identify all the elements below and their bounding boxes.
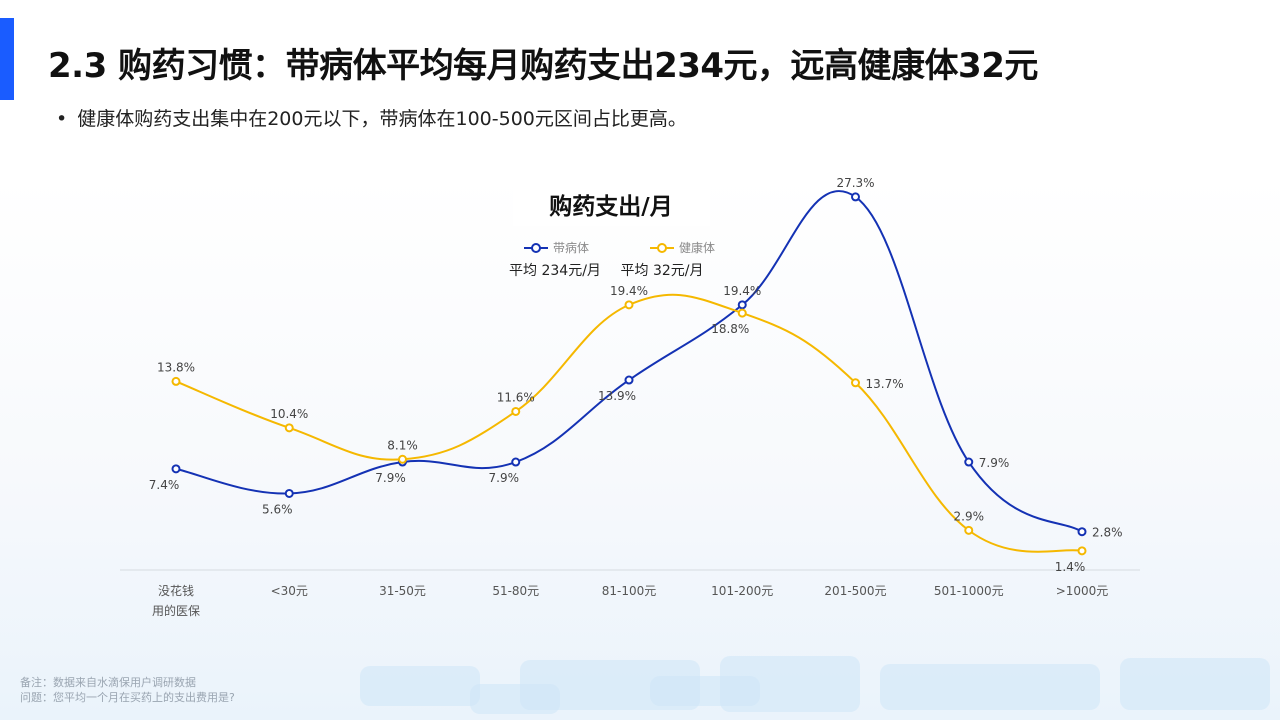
data-label-sick: 5.6% [262, 502, 293, 516]
background-decoration [1120, 658, 1270, 710]
legend-label-sick: 带病体 [553, 240, 589, 255]
data-point-healthy [964, 525, 974, 535]
legend-healthy: 健康体 [650, 240, 715, 255]
data-point-sick [624, 375, 634, 385]
x-tick-label: 用的医保 [152, 603, 200, 618]
data-point-healthy [851, 378, 860, 388]
x-tick-label: 81-100元 [602, 584, 657, 598]
x-tick-label: >1000元 [1056, 584, 1109, 598]
series-line-sick [175, 190, 1083, 533]
legend-sick: 带病体 [524, 240, 589, 255]
data-label-sick: 7.9% [375, 471, 406, 485]
data-label-sick: 27.3% [836, 176, 874, 190]
data-point-healthy [737, 308, 747, 318]
x-tick-label: 31-50元 [379, 584, 426, 598]
footer-source-note: 备注：数据来自水滴保用户调研数据 [20, 676, 196, 689]
data-point-sick [171, 464, 181, 474]
data-point-sick [511, 457, 521, 467]
data-point-healthy [1077, 546, 1087, 556]
chart-title-box [513, 186, 710, 226]
background-decoration [360, 666, 480, 706]
data-label-healthy: 1.4% [1055, 560, 1086, 574]
data-label-healthy: 13.8% [157, 360, 195, 374]
data-point-healthy [511, 406, 521, 416]
data-point-sick [1077, 527, 1087, 537]
data-point-sick [284, 488, 294, 498]
x-tick-label: 501-1000元 [934, 584, 1004, 598]
accent-bar [0, 18, 14, 100]
x-tick-label: 51-80元 [492, 584, 539, 598]
data-label-sick: 7.9% [489, 471, 520, 485]
data-label-sick: 2.8% [1092, 526, 1123, 540]
background-decoration [650, 676, 760, 706]
avg-label-sick: 平均 234元/月 [509, 263, 601, 279]
data-point-sick [964, 457, 974, 467]
data-point-healthy [624, 300, 634, 310]
data-label-sick: 7.9% [979, 456, 1010, 470]
series-line-healthy [175, 293, 1083, 553]
data-label-healthy: 10.4% [270, 407, 308, 421]
bullet-text: 健康体购药支出集中在200元以下，带病体在100-500元区间占比更高。 [77, 108, 687, 130]
bullet-dot-icon: • [56, 108, 68, 130]
x-tick-label: 201-500元 [824, 584, 886, 598]
x-tick-label: 101-200元 [711, 584, 773, 598]
x-tick-label: 没花钱 [158, 583, 194, 598]
page-title: 2.3 购药习惯：带病体平均每月购药支出234元，远高健康体32元 [48, 46, 1038, 86]
data-point-sick [737, 300, 747, 310]
data-label-healthy: 11.6% [497, 390, 535, 404]
bullet-point: • 健康体购药支出集中在200元以下，带病体在100-500元区间占比更高。 [56, 104, 687, 131]
background-decoration [880, 664, 1100, 710]
data-label-healthy: 18.8% [711, 322, 749, 336]
data-point-healthy [171, 376, 181, 386]
data-label-sick: 19.4% [723, 284, 761, 298]
chart-title: 购药支出/月 [549, 194, 672, 220]
data-label-healthy: 2.9% [954, 509, 985, 523]
chart-panel [0, 178, 1280, 720]
data-label-sick: 7.4% [149, 478, 180, 492]
footer-notes: 备注：数据来自水滴保用户调研数据 问题：您平均一个月在买药上的支出费用是? [20, 675, 235, 705]
data-label-healthy: 19.4% [610, 284, 648, 298]
background-decoration [470, 684, 560, 714]
data-label-healthy: 13.7% [866, 377, 904, 391]
data-label-healthy: 8.1% [387, 438, 418, 452]
data-label-sick: 13.9% [598, 389, 636, 403]
avg-label-healthy: 平均 32元/月 [621, 263, 704, 279]
x-tick-label: <30元 [271, 584, 308, 598]
data-point-healthy [284, 423, 294, 433]
data-point-sick [851, 192, 860, 202]
data-point-healthy [398, 454, 407, 464]
footer-question-note: 问题：您平均一个月在买药上的支出费用是? [20, 691, 235, 704]
legend-label-healthy: 健康体 [679, 240, 715, 255]
